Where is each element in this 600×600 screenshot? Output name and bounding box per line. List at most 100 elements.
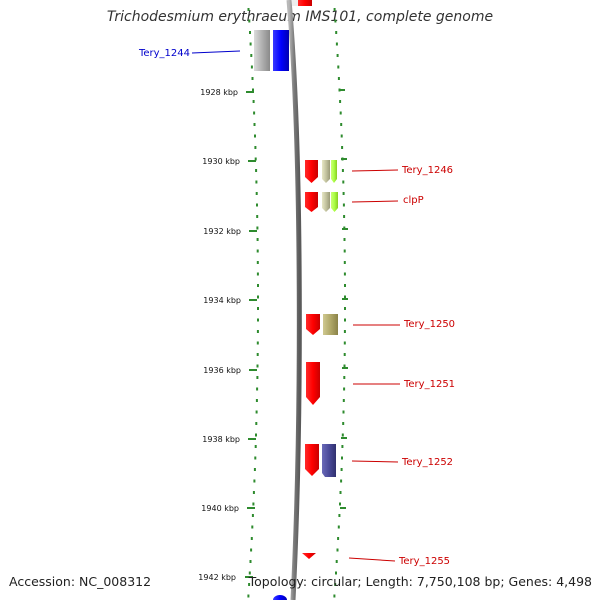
scale-label: 1938 kbp [202, 435, 240, 444]
gene-arrow [305, 160, 318, 183]
ring-dot [250, 548, 253, 552]
ring-dot [338, 88, 341, 92]
dotted-ring-left [247, 8, 259, 598]
ring-dot [255, 192, 258, 195]
ring-dot [335, 571, 337, 575]
ring-dot [256, 249, 259, 253]
label-leader [351, 460, 399, 463]
gene-label[interactable]: Tery_1255 [398, 556, 450, 567]
ring-dot [247, 594, 250, 598]
ring-dot [343, 376, 346, 379]
label-leader [191, 50, 241, 54]
ring-dot [256, 330, 259, 333]
gene-arrow [305, 192, 318, 212]
ring-dot [339, 502, 341, 506]
gene-block [254, 30, 270, 71]
ring-dot [340, 123, 343, 126]
ring-dot [342, 203, 345, 207]
inner-ticks [339, 89, 348, 509]
gene-block [273, 30, 289, 71]
ring-dot [249, 42, 252, 46]
gene-label[interactable]: Tery_1244 [138, 48, 190, 59]
ring-dot [252, 100, 255, 103]
gene-tery-1251[interactable]: Tery_1251 [306, 362, 455, 405]
ring-dot [256, 261, 259, 264]
ring-dot [253, 123, 256, 126]
ring-dot [333, 8, 336, 11]
gene-label[interactable]: Tery_1250 [403, 319, 455, 330]
gene-arrow [331, 160, 337, 183]
ring-dot [257, 318, 259, 322]
ring-dot [249, 31, 251, 34]
gene-clpp[interactable]: clpP [305, 192, 424, 212]
ring-dot [254, 157, 257, 161]
scale-label: 1936 kbp [203, 366, 241, 375]
ring-dot [256, 341, 259, 345]
ring-dot [339, 111, 342, 115]
label-leader [351, 200, 399, 203]
ring-dot [253, 479, 256, 483]
ring-dot [342, 399, 345, 402]
gene-tery-1246[interactable]: Tery_1246 [305, 160, 453, 183]
ring-dot [344, 284, 346, 287]
ring-dot [342, 180, 345, 184]
ring-dot [257, 284, 259, 287]
genome-title: Trichodesmium erythraeum IMS101, complet… [106, 9, 494, 25]
ring-dot [335, 42, 338, 46]
ring-dot [339, 100, 342, 103]
ring-dot [344, 295, 346, 299]
gene-block-partial-bottom [273, 595, 287, 600]
ring-dot [343, 226, 346, 230]
ring-dot [255, 399, 258, 402]
ring-dot [343, 330, 346, 333]
ring-dot [255, 169, 258, 172]
ring-dot [250, 537, 253, 540]
ring-dot [255, 433, 257, 437]
gene-tery-1255[interactable]: Tery_1255 [302, 553, 450, 567]
ring-dot [251, 77, 254, 80]
gene-tery-1250[interactable]: Tery_1250 [306, 314, 455, 335]
ring-dot [253, 468, 256, 471]
ring-dot [255, 422, 258, 425]
gene-label[interactable]: Tery_1251 [403, 379, 455, 390]
ring-dot [337, 65, 340, 69]
ring-dot [343, 215, 346, 218]
ring-dot [254, 445, 257, 448]
ring-dot [341, 146, 344, 149]
ring-dot [252, 88, 254, 92]
label-leader [351, 169, 399, 172]
ring-dot [257, 307, 259, 310]
gene-arrow [306, 314, 320, 335]
gene-arrow [305, 444, 319, 476]
ring-dot [336, 54, 339, 57]
dotted-ring-right [333, 8, 346, 598]
gene-tery-1252[interactable]: Tery_1252 [305, 444, 453, 477]
gene-label[interactable]: Tery_1252 [401, 457, 453, 468]
ring-dot [252, 502, 255, 506]
ring-dot [251, 514, 254, 517]
ring-dot [343, 261, 346, 264]
ring-dot [255, 410, 258, 414]
gene-arrow [302, 553, 316, 559]
ring-dot [254, 134, 256, 138]
gene-arrow [331, 192, 338, 212]
ring-dot [337, 525, 340, 529]
gene-label[interactable]: Tery_1246 [401, 165, 453, 176]
ring-dot [337, 77, 340, 80]
gene-arrow [306, 362, 320, 405]
ring-dot [256, 215, 259, 218]
gene-tery-1244[interactable]: Tery_1244 [138, 30, 289, 71]
ring-dot [256, 226, 259, 230]
ring-dot [343, 238, 346, 241]
ring-dot [256, 364, 259, 368]
ring-dot [335, 560, 338, 563]
ring-dot [343, 353, 346, 356]
ring-dot [342, 422, 345, 425]
scale-label: 1932 kbp [203, 227, 241, 236]
ring-dot [248, 583, 251, 586]
ring-dot [342, 410, 345, 414]
ring-dot [250, 65, 253, 69]
ring-dot [343, 272, 346, 276]
gene-label[interactable]: clpP [403, 195, 424, 206]
